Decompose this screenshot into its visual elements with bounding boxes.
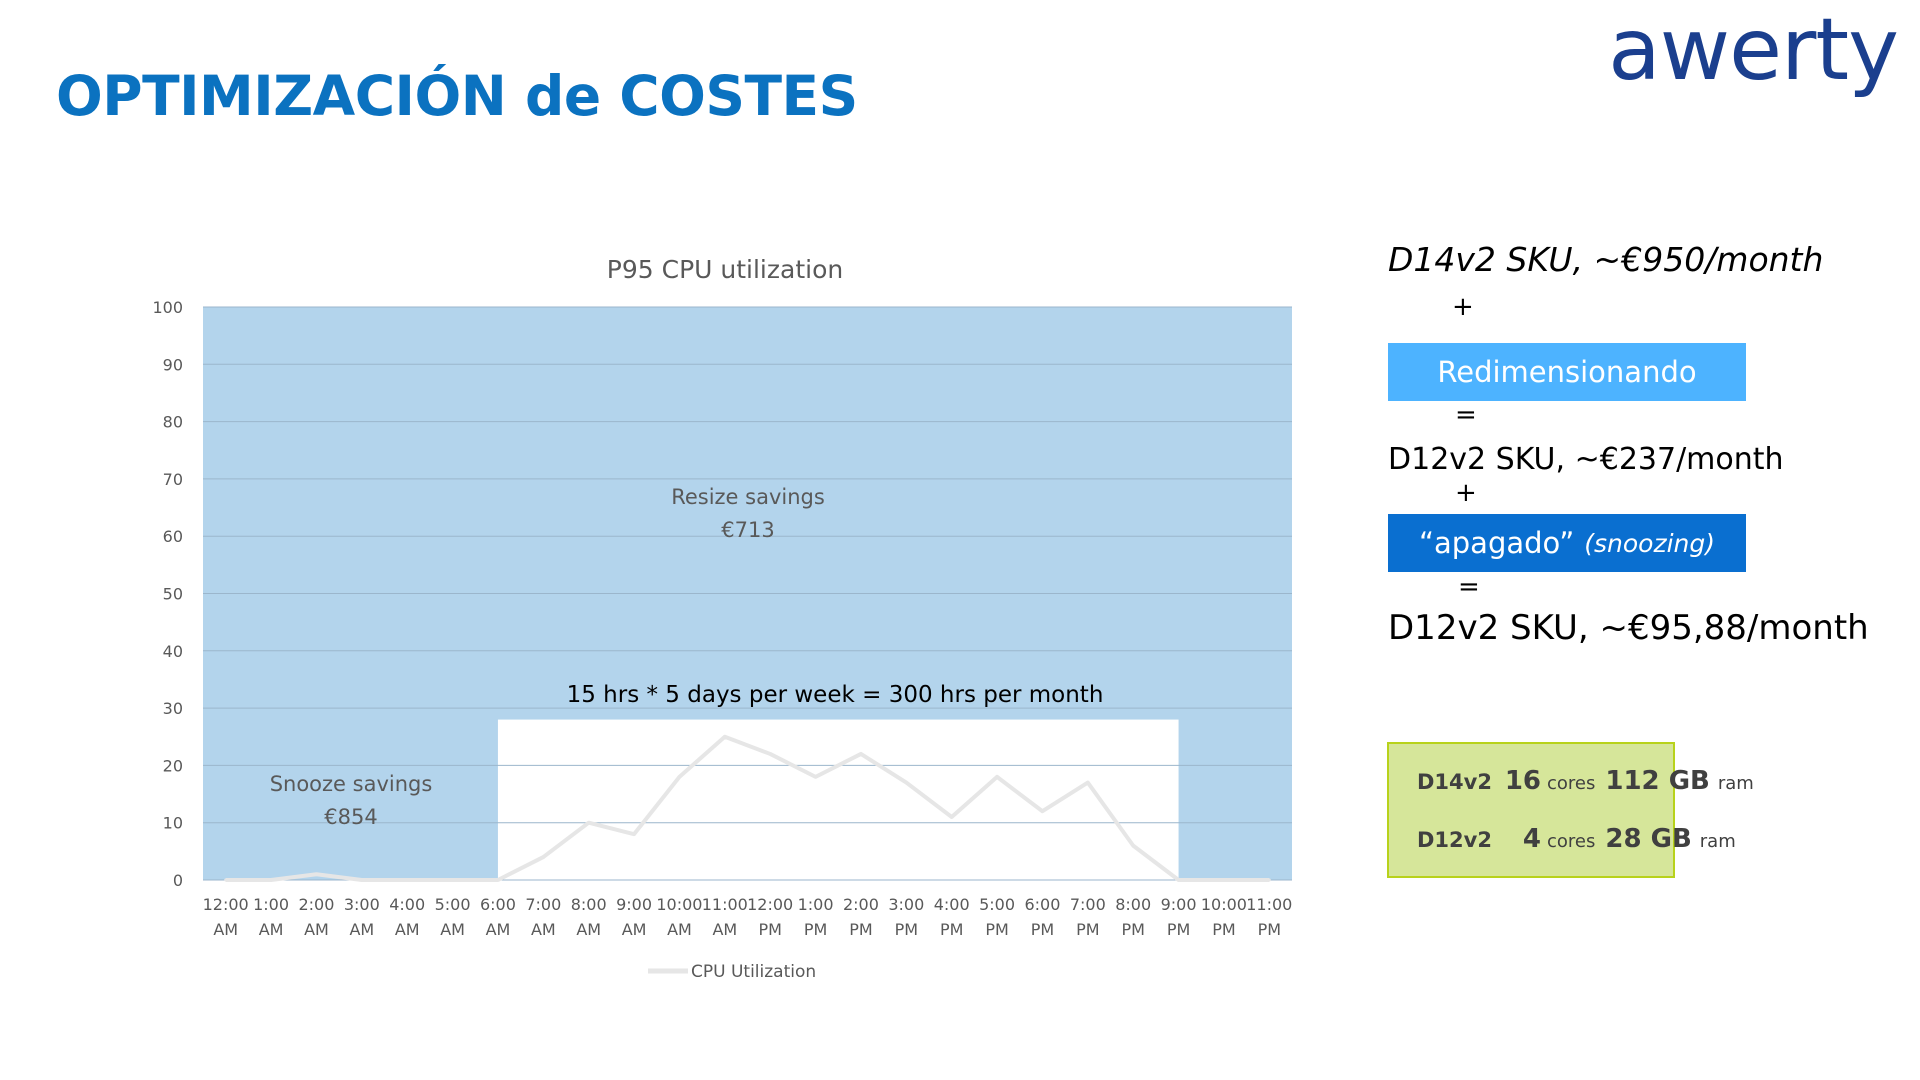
equals-sign-2: = <box>1458 572 1480 602</box>
y-tick-label: 100 <box>152 298 183 317</box>
data-point <box>405 878 409 882</box>
data-point <box>1040 809 1044 813</box>
data-point <box>314 872 318 876</box>
x-tick-label: 6:00 AM <box>480 895 516 939</box>
spec-ram: 28 GB <box>1605 824 1692 854</box>
x-tick-label: 9:00 PM <box>1161 895 1197 939</box>
data-point <box>1086 781 1090 785</box>
spec-row-d12v2: D12v2 4 cores 28 GB ram <box>1417 824 1736 854</box>
spec-ram: 112 GB <box>1605 766 1710 796</box>
x-tick-label: 10:00 PM <box>1201 895 1247 939</box>
data-point <box>768 752 772 756</box>
chart-title: P95 CPU utilization <box>607 255 843 284</box>
spec-sku: D12v2 <box>1417 828 1492 852</box>
x-tick-label: 3:00 AM <box>344 895 380 939</box>
data-point <box>451 878 455 882</box>
data-point <box>587 821 591 825</box>
equals-sign-1: = <box>1455 400 1477 430</box>
x-tick-label: 4:00 AM <box>389 895 425 939</box>
active-window-label: 15 hrs * 5 days per week = 300 hrs per m… <box>567 682 1104 708</box>
x-tick-label: 4:00 PM <box>934 895 970 939</box>
spec-sku: D14v2 <box>1417 770 1492 794</box>
x-tick-label: 11:00 AM <box>702 895 748 939</box>
snooze-box-italic: (snoozing) <box>1584 528 1716 558</box>
x-tick-label: 1:00 AM <box>253 895 289 939</box>
x-tick-label: 2:00 AM <box>298 895 334 939</box>
data-point <box>950 815 954 819</box>
data-point <box>360 878 364 882</box>
x-tick-label: 1:00 PM <box>798 895 834 939</box>
resize-savings-value: €713 <box>721 518 774 542</box>
data-point <box>859 752 863 756</box>
x-tick-label: 9:00 AM <box>616 895 652 939</box>
plus-sign-2: + <box>1455 478 1477 508</box>
data-point <box>995 775 999 779</box>
data-point <box>1222 878 1226 882</box>
x-tick-label: 10:00 AM <box>656 895 702 939</box>
data-point <box>541 855 545 859</box>
data-point <box>723 735 727 739</box>
x-tick-label: 8:00 PM <box>1115 895 1151 939</box>
legend-label: CPU Utilization <box>691 962 816 982</box>
data-point <box>677 775 681 779</box>
x-tick-label: 11:00 PM <box>1246 895 1292 939</box>
data-point <box>1177 878 1181 882</box>
resize-savings-label: Resize savings <box>671 485 825 509</box>
snooze-savings-value: €854 <box>324 805 377 829</box>
spec-cores: 4 <box>1522 824 1541 854</box>
active-window-area <box>497 719 1179 880</box>
x-tick-label: 8:00 AM <box>571 895 607 939</box>
data-point <box>269 878 273 882</box>
brand-logo: awerty <box>1608 0 1899 100</box>
x-tick-label: 7:00 AM <box>525 895 561 939</box>
sku-spec-box: D14v2 16 cores 112 GB ram D12v2 4 cores … <box>1387 742 1754 878</box>
current-sku-cost: D14v2 SKU, ~€950/month <box>1388 240 1824 279</box>
spec-cores: 16 <box>1504 766 1541 796</box>
y-tick-label: 70 <box>163 470 183 489</box>
y-tick-label: 20 <box>163 756 183 775</box>
y-tick-label: 30 <box>163 699 183 718</box>
x-tick-label: 3:00 PM <box>888 895 924 939</box>
y-tick-label: 10 <box>163 814 183 833</box>
spec-cores-label: cores <box>1547 831 1596 852</box>
y-tick-label: 40 <box>163 642 183 661</box>
x-tick-label: 6:00 PM <box>1024 895 1060 939</box>
page-title: OPTIMIZACIÓN de COSTES <box>56 64 858 128</box>
y-tick-label: 80 <box>163 413 183 432</box>
resize-box: Redimensionando <box>1388 343 1746 401</box>
data-point <box>814 775 818 779</box>
cpu-utilization-chart: P95 CPU utilization 0 10 20 30 40 50 60 70 80 90 1… <box>152 255 1292 982</box>
spec-row-d14v2: D14v2 16 cores 112 GB ram <box>1417 766 1754 796</box>
x-tick-label: 7:00 PM <box>1070 895 1106 939</box>
spec-cores-label: cores <box>1547 773 1596 794</box>
y-tick-label: 50 <box>163 585 183 604</box>
snooze-box: “apagado” (snoozing) <box>1388 514 1746 572</box>
data-point <box>1131 844 1135 848</box>
data-point <box>632 832 636 836</box>
x-tick-label: 12:00 PM <box>747 895 793 939</box>
x-tick-label: 5:00 AM <box>435 895 471 939</box>
plus-sign-1: + <box>1452 292 1474 322</box>
snooze-savings-label: Snooze savings <box>270 772 433 796</box>
snooze-box-main: “apagado” <box>1418 526 1575 560</box>
series-line <box>225 734 1270 882</box>
x-tick-label: 12:00 AM <box>203 895 249 939</box>
spec-ram-label: ram <box>1717 773 1754 794</box>
data-point <box>224 878 228 882</box>
y-tick-label: 60 <box>163 527 183 546</box>
y-tick-label: 90 <box>163 355 183 374</box>
y-tick-label: 0 <box>173 871 183 890</box>
data-point <box>1267 878 1271 882</box>
resized-sku-cost: D12v2 SKU, ~€237/month <box>1388 442 1784 477</box>
data-point <box>904 781 908 785</box>
spec-ram-label: ram <box>1699 831 1736 852</box>
x-tick-label: 2:00 PM <box>843 895 879 939</box>
x-tick-label: 5:00 PM <box>979 895 1015 939</box>
data-point <box>496 878 500 882</box>
final-sku-cost: D12v2 SKU, ~€95,88/month <box>1388 608 1869 648</box>
